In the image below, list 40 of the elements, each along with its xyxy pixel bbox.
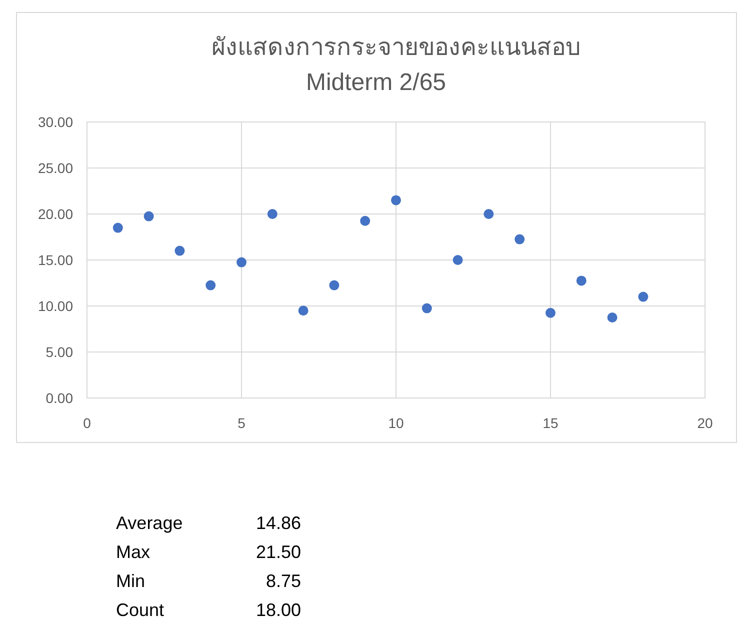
point xyxy=(206,280,216,290)
point xyxy=(607,312,618,322)
y-tick-label: 25.00 xyxy=(38,160,74,176)
point xyxy=(638,292,648,302)
point xyxy=(329,280,340,290)
point xyxy=(391,195,401,206)
y-tick-label: 0.00 xyxy=(46,390,74,406)
y-tick-label: 20.00 xyxy=(38,206,74,222)
y-tick-label: 10.00 xyxy=(38,298,74,314)
text: 14.86 xyxy=(256,513,301,533)
point xyxy=(174,246,185,256)
point xyxy=(514,234,525,244)
chart-title: ผังแสดงการกระจายของคะแนนสอบ xyxy=(212,34,580,61)
text: Average xyxy=(116,513,183,533)
x-tick-label: 10 xyxy=(388,415,404,431)
x-tick-label: 20 xyxy=(697,415,713,431)
y-tick-label: 5.00 xyxy=(46,344,74,360)
point xyxy=(112,222,123,233)
point xyxy=(422,303,432,314)
x-tick-label: 5 xyxy=(238,415,246,431)
text: 18.00 xyxy=(256,600,301,620)
point xyxy=(484,209,494,219)
point xyxy=(144,211,154,222)
x-tick-label: 15 xyxy=(542,415,558,431)
text: Count xyxy=(116,600,164,620)
text: 8.75 xyxy=(266,571,301,591)
point xyxy=(452,255,463,265)
y-tick-label: 15.00 xyxy=(38,252,74,268)
point xyxy=(236,257,246,268)
text: Min xyxy=(116,571,146,591)
x-tick-label: 0 xyxy=(83,415,92,431)
text: 21.50 xyxy=(256,542,301,562)
text: Max xyxy=(116,542,150,562)
y-tick-label: 30.00 xyxy=(38,114,74,130)
point xyxy=(576,276,586,286)
chart-subtitle: Midterm 2/65 xyxy=(306,69,446,96)
point xyxy=(298,306,308,316)
point xyxy=(360,216,370,226)
point xyxy=(546,308,556,318)
point xyxy=(267,209,278,219)
